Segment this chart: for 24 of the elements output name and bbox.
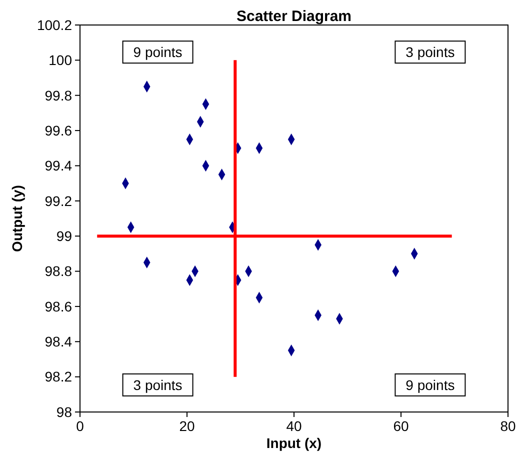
annotation: 9 points — [406, 376, 455, 393]
annotation: 9 points — [133, 44, 182, 60]
y-axis-title: Output (y) — [9, 185, 25, 252]
x-tick-label: 60 — [393, 418, 409, 434]
y-tick-label: 99.4 — [44, 158, 72, 174]
y-tick-label: 98.2 — [44, 368, 72, 385]
y-tick-label: 98 — [56, 404, 72, 420]
y-tick-label: 98.8 — [44, 263, 72, 280]
y-tick-label: 98.4 — [44, 334, 72, 350]
x-tick-label: 0 — [76, 418, 84, 434]
y-tick-label: 99.8 — [44, 87, 72, 104]
annotation: 3 points — [133, 376, 182, 393]
x-tick-label: 20 — [179, 418, 195, 434]
chart-title: Scatter Diagram — [236, 8, 352, 25]
y-tick-label: 99.6 — [44, 122, 72, 138]
y-tick-label: 100 — [48, 52, 72, 68]
y-tick-label: 98.6 — [44, 298, 72, 314]
annotation: 3 points — [406, 44, 455, 60]
y-tick-label: 99 — [56, 228, 72, 244]
x-tick-label: 80 — [500, 418, 516, 434]
y-tick-label: 100.2 — [36, 16, 72, 33]
x-axis-title: Input (x) — [266, 435, 322, 451]
x-tick-label: 40 — [286, 418, 302, 434]
y-tick-label: 99.2 — [44, 192, 72, 209]
